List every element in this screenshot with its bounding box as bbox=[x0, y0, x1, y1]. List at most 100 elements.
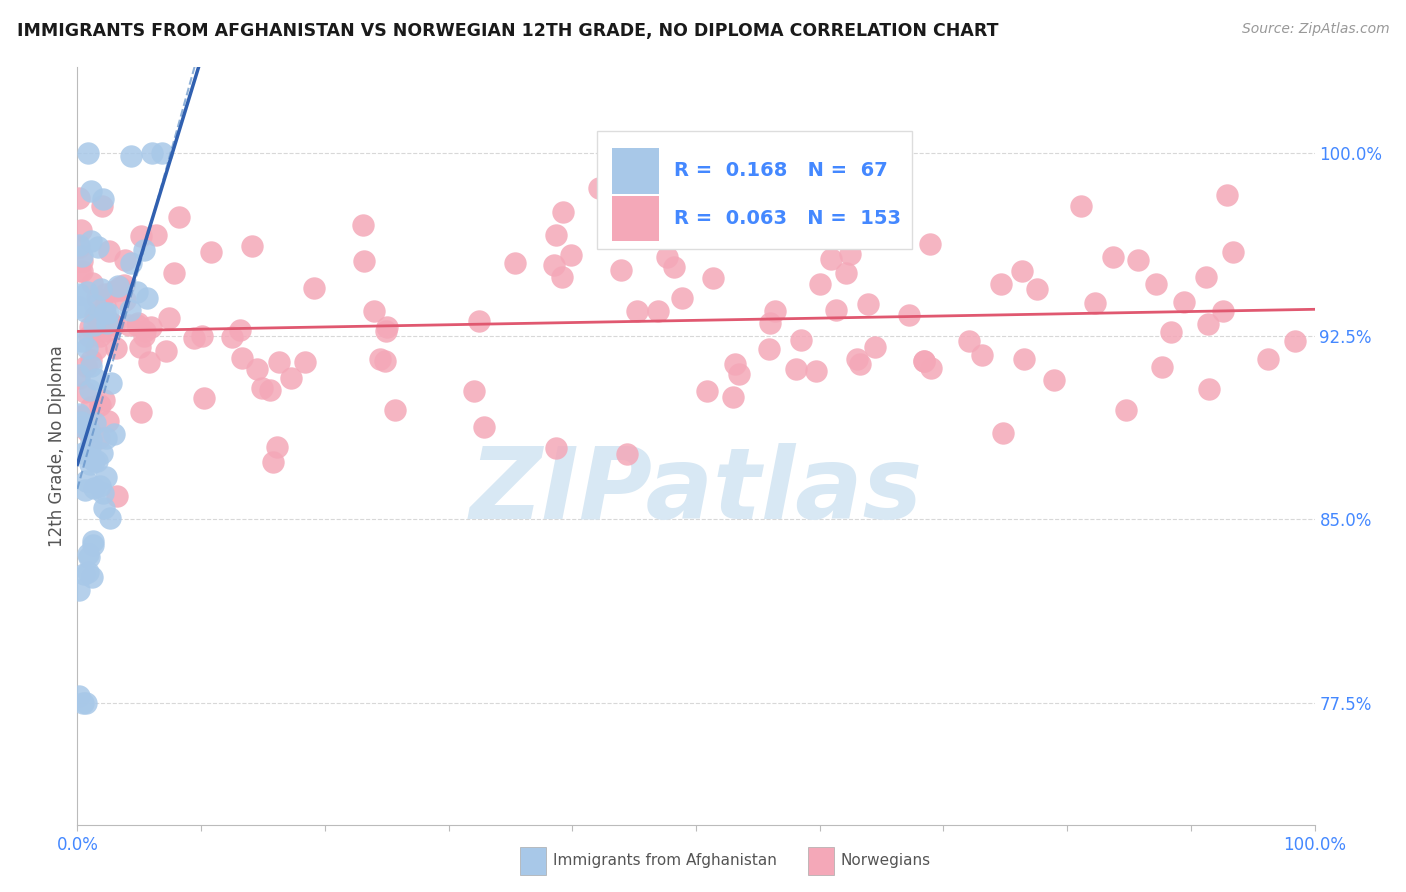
Point bbox=[91, 193, 114, 207]
Point bbox=[167, 211, 190, 225]
Point bbox=[242, 239, 264, 253]
Point bbox=[76, 145, 98, 160]
Point bbox=[368, 352, 391, 367]
Point bbox=[839, 246, 862, 260]
Point bbox=[73, 385, 96, 400]
Point bbox=[75, 475, 97, 489]
Point bbox=[145, 227, 167, 242]
Point bbox=[98, 244, 121, 258]
Point bbox=[1216, 188, 1239, 202]
Point bbox=[94, 299, 117, 313]
Point bbox=[86, 308, 108, 322]
Point bbox=[374, 324, 396, 338]
Point bbox=[96, 324, 118, 338]
Point bbox=[70, 334, 93, 348]
Point bbox=[93, 393, 115, 408]
Point bbox=[72, 264, 94, 278]
Point bbox=[352, 218, 374, 232]
Point bbox=[72, 249, 94, 263]
Point bbox=[1126, 253, 1149, 268]
Point bbox=[200, 245, 222, 260]
Point bbox=[114, 293, 136, 307]
Y-axis label: 12th Grade, No Diploma: 12th Grade, No Diploma bbox=[48, 345, 66, 547]
Point bbox=[90, 282, 112, 296]
Point bbox=[69, 223, 91, 237]
Point bbox=[77, 328, 100, 343]
Point bbox=[103, 427, 125, 442]
Point bbox=[138, 355, 160, 369]
Point bbox=[463, 384, 485, 399]
Point bbox=[80, 569, 103, 583]
Point bbox=[82, 452, 104, 467]
Point bbox=[1212, 304, 1234, 318]
Point bbox=[1011, 264, 1033, 278]
Point bbox=[105, 341, 128, 355]
Point bbox=[266, 440, 288, 454]
Point bbox=[1198, 382, 1220, 396]
Point bbox=[79, 457, 101, 471]
Point bbox=[503, 256, 526, 270]
Point bbox=[73, 566, 96, 581]
Point bbox=[727, 368, 749, 382]
Point bbox=[759, 316, 782, 330]
Point bbox=[758, 342, 780, 356]
Point bbox=[626, 304, 648, 318]
Point bbox=[183, 331, 205, 345]
Point bbox=[75, 359, 97, 373]
Point bbox=[83, 481, 105, 495]
Point bbox=[120, 255, 142, 269]
Point bbox=[1150, 359, 1173, 374]
Point bbox=[918, 236, 941, 251]
Point bbox=[91, 199, 114, 213]
Point bbox=[94, 431, 117, 445]
Point bbox=[69, 263, 91, 277]
Point bbox=[80, 433, 103, 447]
Point bbox=[118, 318, 141, 332]
Point bbox=[970, 348, 993, 362]
Point bbox=[67, 582, 90, 597]
Point bbox=[91, 486, 114, 500]
Point bbox=[76, 547, 98, 561]
Point bbox=[1173, 295, 1195, 310]
Point bbox=[671, 291, 693, 305]
Point bbox=[588, 181, 610, 195]
Point bbox=[67, 240, 90, 254]
Point bbox=[72, 253, 94, 268]
Point bbox=[70, 409, 93, 424]
Point bbox=[546, 227, 568, 242]
Text: R =  0.063   N =  153: R = 0.063 N = 153 bbox=[673, 209, 901, 228]
Point bbox=[1197, 317, 1219, 331]
Point bbox=[991, 426, 1014, 441]
Point bbox=[69, 409, 91, 423]
Point bbox=[294, 355, 316, 369]
Point bbox=[920, 361, 942, 376]
Point bbox=[898, 308, 921, 322]
Point bbox=[80, 234, 103, 248]
Point bbox=[141, 145, 163, 160]
Point bbox=[127, 318, 149, 333]
Point bbox=[129, 340, 152, 354]
Point bbox=[1084, 296, 1107, 310]
Point bbox=[655, 250, 678, 264]
Point bbox=[107, 279, 129, 293]
Point bbox=[375, 319, 398, 334]
Point bbox=[551, 269, 574, 284]
Point bbox=[125, 285, 148, 299]
Point bbox=[77, 549, 100, 564]
Point bbox=[67, 370, 90, 384]
Point bbox=[193, 391, 215, 405]
Point bbox=[384, 403, 406, 417]
Point bbox=[84, 342, 107, 356]
Point bbox=[103, 318, 125, 333]
Point bbox=[98, 510, 121, 524]
Point bbox=[155, 343, 177, 358]
Point bbox=[610, 190, 633, 204]
Point bbox=[67, 689, 90, 703]
Point bbox=[77, 566, 100, 580]
Point bbox=[86, 291, 108, 305]
Point bbox=[84, 309, 107, 323]
Point bbox=[129, 404, 152, 418]
Point bbox=[69, 415, 91, 429]
Point bbox=[129, 228, 152, 243]
Point bbox=[89, 329, 111, 343]
